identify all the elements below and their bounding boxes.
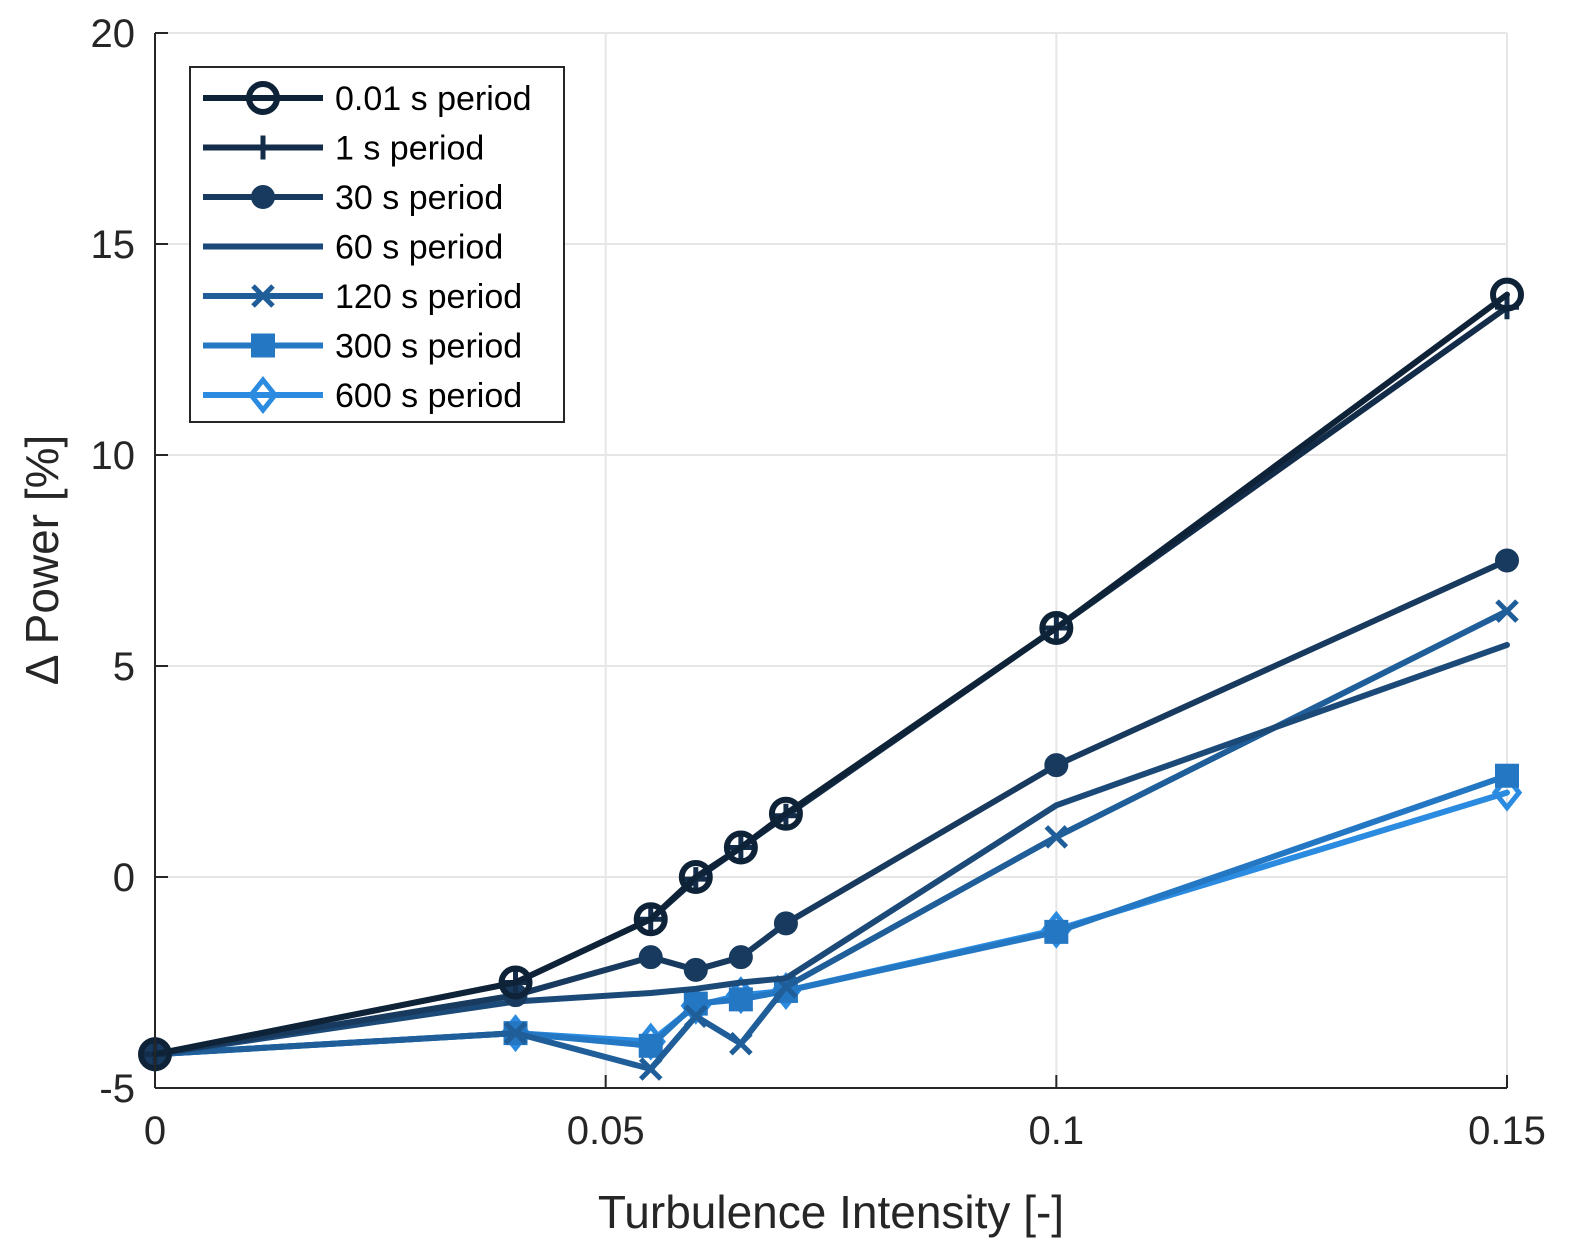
y-tick-label: -5 — [99, 1067, 135, 1111]
data-point — [728, 945, 753, 970]
data-point — [683, 957, 708, 982]
y-tick-label: 5 — [113, 645, 135, 689]
y-tick-label: 10 — [91, 434, 136, 478]
data-point — [1044, 825, 1069, 849]
legend-marker — [251, 185, 275, 209]
legend-item: 300 s period — [203, 328, 522, 366]
series-3 — [152, 641, 1510, 1058]
data-point — [638, 1057, 663, 1081]
legend-item: 30 s period — [203, 179, 503, 217]
legend-item: 60 s period — [203, 229, 503, 267]
axes — [154, 33, 1507, 1089]
series-line — [152, 608, 1510, 1072]
data-point — [633, 902, 668, 937]
y-tick-label: 20 — [91, 12, 136, 56]
legend-marker — [251, 333, 275, 358]
legend-label: 600 s period — [335, 377, 522, 415]
legend: 0.01 s period 1 s period 30 s period 60 s p… — [189, 66, 565, 423]
data-point — [1490, 277, 1524, 312]
series-0 — [138, 277, 1524, 1072]
legend-label: 120 s period — [335, 278, 522, 316]
x-axis-title: Turbulence Intensity [-] — [598, 1186, 1064, 1238]
data-point — [503, 1021, 528, 1045]
x-tick-label: 0.15 — [1468, 1109, 1546, 1153]
data-point — [684, 1004, 708, 1029]
data-point — [729, 1031, 753, 1056]
legend-label: 30 s period — [335, 179, 503, 217]
legend-marker — [251, 135, 275, 160]
data-point — [678, 860, 713, 894]
legend-label: 60 s period — [335, 229, 503, 267]
legend-item: 600 s period — [203, 375, 522, 415]
data-point — [773, 911, 798, 936]
data-point — [1495, 599, 1519, 623]
data-point — [638, 945, 663, 970]
data-point — [723, 830, 758, 865]
legend-label: 300 s period — [335, 328, 522, 366]
x-tick-label: 0.1 — [1029, 1109, 1085, 1153]
data-point — [768, 796, 803, 831]
legend-label: 0.01 s period — [335, 80, 532, 118]
y-axis-title: Δ Power [%] — [16, 435, 68, 686]
x-tick-label: 0 — [144, 1109, 166, 1153]
legend-item: 0.01 s period — [203, 80, 532, 118]
y-tick-label: 15 — [91, 223, 136, 267]
legend-item: 120 s period — [203, 278, 522, 316]
y-tick-label: 0 — [113, 856, 135, 900]
series-line — [152, 641, 1510, 1058]
legend-marker — [251, 284, 275, 308]
data-point — [728, 987, 753, 1012]
legend-marker — [247, 375, 279, 415]
legend-item: 1 s period — [203, 130, 484, 168]
data-point — [1495, 763, 1519, 788]
data-point — [1044, 919, 1069, 944]
series-line — [152, 772, 1510, 1058]
data-point — [1039, 611, 1074, 646]
data-point — [638, 1033, 663, 1058]
series-line — [152, 557, 1510, 1058]
legend-label: 1 s period — [335, 130, 484, 168]
legend-marker — [246, 81, 280, 115]
data-point — [498, 965, 533, 1000]
x-tick-label: 0.05 — [567, 1109, 645, 1153]
data-point — [1495, 548, 1519, 573]
series-line — [152, 291, 1510, 1058]
data-point — [1044, 753, 1069, 778]
